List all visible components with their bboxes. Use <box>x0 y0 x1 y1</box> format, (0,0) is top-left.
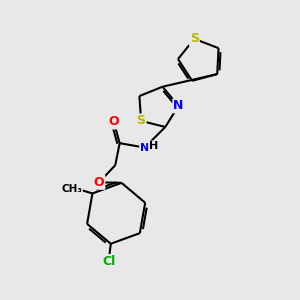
Text: Cl: Cl <box>103 255 116 268</box>
Text: H: H <box>149 141 158 151</box>
Text: S: S <box>136 114 146 128</box>
Text: N: N <box>173 99 184 112</box>
Text: O: O <box>109 116 119 128</box>
Text: CH₃: CH₃ <box>61 184 82 194</box>
Text: N: N <box>140 142 149 153</box>
Text: S: S <box>190 32 199 45</box>
Text: O: O <box>94 176 104 189</box>
